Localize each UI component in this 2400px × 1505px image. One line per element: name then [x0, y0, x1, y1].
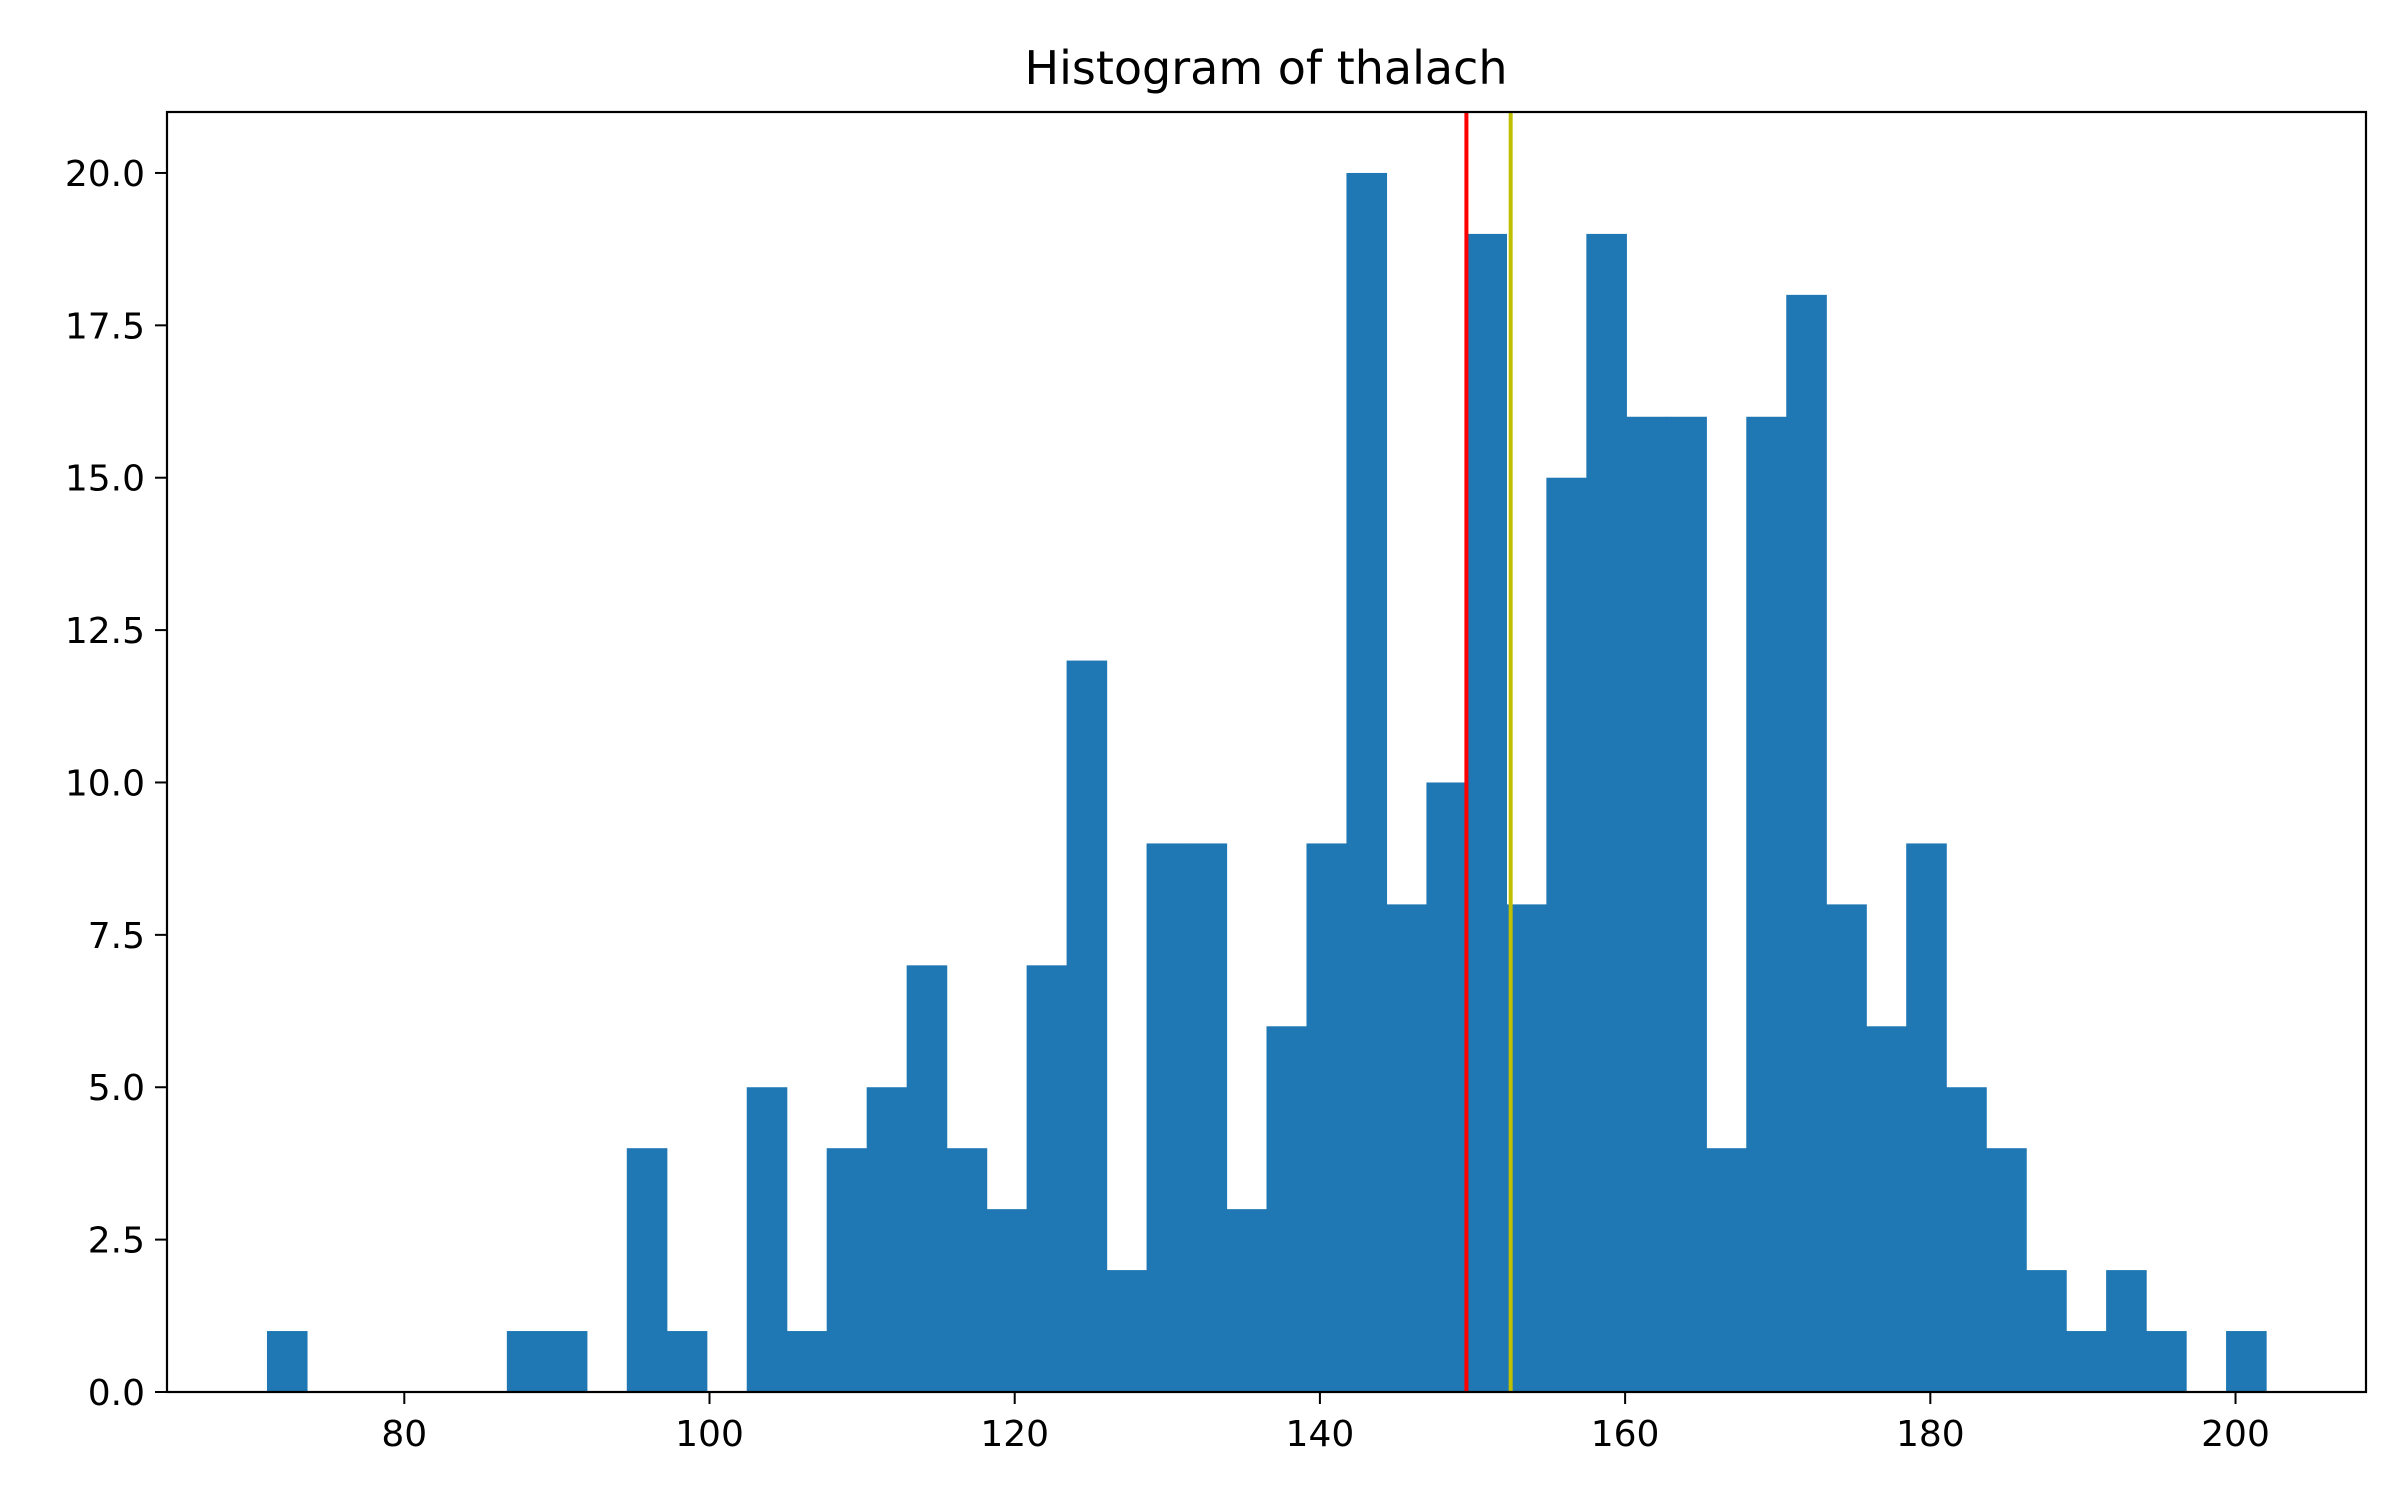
histogram-bar — [1706, 1148, 1747, 1392]
histogram-bar — [826, 1148, 868, 1392]
histogram-bar — [1266, 1026, 1308, 1392]
histogram-bar — [1506, 904, 1547, 1392]
histogram-bar — [1786, 294, 1827, 1392]
histogram-bar — [1826, 904, 1867, 1392]
histogram-bar — [2146, 1331, 2187, 1392]
histogram-bar — [1546, 477, 1587, 1392]
histogram-bar — [1066, 660, 1108, 1392]
histogram-bar — [626, 1148, 668, 1392]
x-tick-label: 100 — [675, 1414, 744, 1455]
histogram-bar — [1186, 843, 1228, 1392]
chart-title: Histogram of thalach — [1025, 41, 1508, 95]
x-tick-label: 180 — [1896, 1414, 1965, 1455]
histogram-bar — [546, 1331, 588, 1392]
histogram-bar — [1226, 1209, 1268, 1392]
y-tick-label: 5.0 — [88, 1068, 145, 1109]
x-tick-label: 80 — [381, 1414, 427, 1455]
histogram-bar — [1146, 843, 1188, 1392]
histogram-bar — [1426, 782, 1468, 1392]
histogram-bar — [1466, 233, 1507, 1392]
histogram-bar — [1346, 172, 1388, 1392]
histogram-bar — [906, 965, 948, 1392]
histogram-bar — [2066, 1331, 2107, 1392]
histogram-bar — [266, 1331, 308, 1392]
histogram-bar — [786, 1331, 828, 1392]
x-tick-label: 160 — [1591, 1414, 1660, 1455]
y-tick-label: 7.5 — [88, 916, 145, 957]
histogram-bar — [2026, 1270, 2067, 1392]
y-axis: 0.0 2.5 5.0 7.5 10.0 12.5 15.0 17.5 20.0 — [65, 154, 167, 1414]
y-tick-label: 10.0 — [65, 763, 145, 804]
histogram-bar — [506, 1331, 548, 1392]
y-tick-label: 17.5 — [65, 306, 145, 347]
histogram-bar — [2226, 1331, 2267, 1392]
y-tick-label: 15.0 — [65, 459, 145, 500]
y-tick-label: 20.0 — [65, 154, 145, 195]
histogram-bar — [1306, 843, 1348, 1392]
histogram-bar — [1746, 416, 1787, 1392]
histogram-bar — [1106, 1270, 1148, 1392]
histogram-bar — [1986, 1148, 2027, 1392]
histogram-bar — [1866, 1026, 1907, 1392]
histogram-bar — [666, 1331, 708, 1392]
histogram-bar — [746, 1087, 788, 1392]
histogram-bar — [1626, 416, 1667, 1392]
histogram-bar — [986, 1209, 1028, 1392]
y-tick-label: 2.5 — [88, 1221, 145, 1262]
histogram-bar — [946, 1148, 988, 1392]
x-tick-label: 140 — [1286, 1414, 1355, 1455]
histogram-bar — [1946, 1087, 1987, 1392]
y-tick-label: 12.5 — [65, 611, 145, 652]
histogram-bar — [1906, 843, 1947, 1392]
plot-frame — [165, 110, 2368, 1394]
histogram-bar — [2106, 1270, 2147, 1392]
y-tick-label: 0.0 — [88, 1373, 145, 1414]
reference-lines-layer — [1464, 112, 1513, 1392]
bars-layer — [266, 172, 2267, 1392]
histogram-bar — [1386, 904, 1428, 1392]
x-tick-label: 120 — [980, 1414, 1049, 1455]
x-tick-label: 200 — [2201, 1414, 2270, 1455]
histogram-bar — [1026, 965, 1068, 1392]
histogram-bar — [1586, 233, 1627, 1392]
histogram-bar — [866, 1087, 908, 1392]
x-axis: 80 100 120 140 160 180 200 — [381, 1392, 2270, 1455]
histogram-bar — [1666, 416, 1707, 1392]
